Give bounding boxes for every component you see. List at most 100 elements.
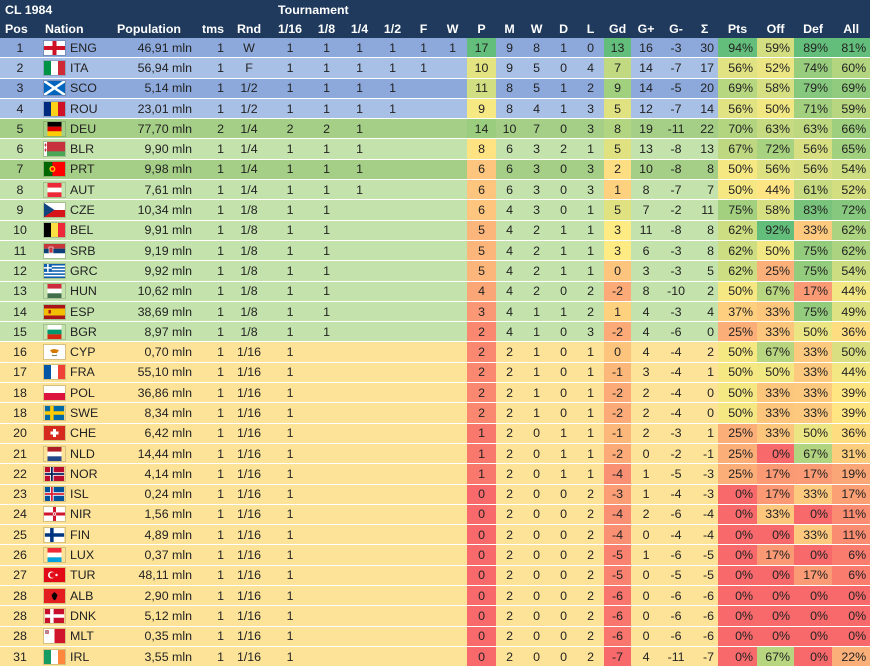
table-row[interactable]: 3 SCO 5,14 mln 1 1/2 1 1 1 1 11 8 5 1 2 9 14 -5 20 69% 58% 7… [0,78,870,99]
column-header[interactable]: Population [102,19,196,38]
pos-cell: 28 [0,626,40,647]
r8-cell [310,382,344,404]
table-row[interactable]: 13 HUN 10,62 mln 1 1/8 1 1 4 4 2 0 2 -2 8 -10 2 50% 67% 17… [0,281,870,302]
table-row[interactable]: 21 NLD 14,44 mln 1 1/16 1 1 2 0 1 1 -2 0 -2 -1 25% 0% 67%… [0,443,870,465]
table-row[interactable]: 28 MLT 0,35 mln 1 1/16 1 0 2 0 0 2 -6 0 -6 -6 0% 0% 0% 0% [0,626,870,647]
draws-cell: 1 [550,423,578,444]
r16-cell: 1 [270,524,311,546]
column-header[interactable]: F [409,19,439,38]
column-header[interactable]: tms [196,19,228,38]
table-row[interactable]: 8 AUT 7,61 mln 1 1/4 1 1 1 6 6 3 0 3 1 8 -7 7 50% 44% 61% 52… [0,179,870,201]
goals-against-cell: -5 [661,565,692,587]
table-row[interactable]: 28 DNK 5,12 mln 1 1/16 1 0 2 0 0 2 -6 0 -6 -6 0% 0% 0% 0% [0,605,870,627]
column-header[interactable]: W [438,19,468,38]
column-header[interactable]: D [550,19,578,38]
nation-code: TUR [70,568,96,583]
table-row[interactable]: 20 CHE 6,42 mln 1 1/16 1 1 2 0 1 1 -1 2 -3 1 25% 33% 50% 3… [0,423,870,444]
goals-against-cell: -2 [661,443,692,465]
column-header[interactable]: M [496,19,524,38]
column-header[interactable]: G- [661,19,692,38]
sum-cell: -7 [691,646,719,667]
column-header[interactable]: Gd [604,19,632,38]
table-row[interactable]: 18 SWE 8,34 mln 1 1/16 1 2 2 1 0 1 -2 2 -4 0 50% 33% 33% 3… [0,402,870,424]
winner-cell [438,382,468,404]
r2-cell [376,240,410,262]
table-row[interactable]: 10 BEL 9,91 mln 1 1/8 1 1 5 4 2 1 1 3 11 -8 8 62% 92% 33% 6… [0,220,870,241]
goals-against-cell: -3 [661,423,692,444]
all-pct-cell: 65% [832,138,870,160]
column-header[interactable]: Rnd [228,19,271,38]
column-header[interactable]: L [577,19,605,38]
table-row[interactable]: 24 NIR 1,56 mln 1 1/16 1 0 2 0 0 2 -4 2 -6 -4 0% 33% 0% 11… [0,504,870,526]
final-cell [409,362,439,384]
table-row[interactable]: 12 GRC 9,92 mln 1 1/8 1 1 5 4 2 1 1 0 3 -3 5 62% 25% 75% 54… [0,260,870,282]
table-row[interactable]: 25 FIN 4,89 mln 1 1/16 1 0 2 0 0 2 -4 0 -4 -4 0% 0% 33% 11… [0,524,870,546]
table-row[interactable]: 31 IRL 3,55 mln 1 1/16 1 0 2 0 0 2 -7 4 -11 -7 0% 67% 0% 2… [0,646,870,667]
losses-cell: 1 [577,220,605,241]
table-row[interactable]: 9 CZE 10,34 mln 1 1/8 1 1 6 4 3 0 1 5 7 -2 11 75% 58% 83% 7… [0,199,870,221]
table-row[interactable]: 1 ENG 46,91 mln 1 W 1 1 1 1 1 1 17 9 8 1 0 13 16 -3 30 94% 59… [0,38,870,59]
pos-cell: 9 [0,199,40,221]
pos-cell: 27 [0,565,40,587]
off-pct-cell: 33% [757,504,795,526]
table-row[interactable]: 18 POL 36,86 mln 1 1/16 1 2 2 1 0 1 -2 2 -4 0 50% 33% 33%… [0,382,870,404]
r16-cell: 1 [270,321,311,343]
column-header[interactable]: Pos [0,19,40,38]
r8-cell: 1 [310,260,344,282]
nation-code: FIN [70,527,90,542]
r16-cell: 1 [270,382,311,404]
table-row[interactable]: 17 FRA 55,10 mln 1 1/16 1 2 2 1 0 1 -1 3 -4 1 50% 50% 33%… [0,362,870,384]
table-row[interactable]: 26 LUX 0,37 mln 1 1/16 1 0 2 0 0 2 -5 1 -6 -5 0% 17% 0% 6% [0,544,870,566]
table-row[interactable]: 22 NOR 4,14 mln 1 1/16 1 1 2 0 1 1 -4 1 -5 -3 25% 17% 17%… [0,463,870,485]
off-pct-cell: 0% [757,626,795,647]
final-cell [409,281,439,302]
table-row[interactable]: 16 CYP 0,70 mln 1 1/16 1 2 2 1 0 1 0 4 -4 2 50% 67% 33% 50… [0,341,870,363]
r16-cell: 1 [270,585,311,607]
all-pct-cell: 54% [832,260,870,282]
matches-cell: 2 [496,341,524,363]
column-header[interactable]: W [523,19,551,38]
table-row[interactable]: 23 ISL 0,24 mln 1 1/16 1 0 2 0 0 2 -3 1 -4 -3 0% 17% 33% 1… [0,484,870,505]
column-header[interactable]: All [832,19,870,38]
table-row[interactable]: 14 ESP 38,69 mln 1 1/8 1 1 3 4 1 1 2 1 4 -3 4 37% 33% 75% 4… [0,301,870,323]
nation-code: AUT [70,182,95,197]
column-header[interactable]: Pts [718,19,758,38]
table-row[interactable]: 15 BGR 8,97 mln 1 1/8 1 1 2 4 1 0 3 -2 4 -6 0 25% 33% 50% 3… [0,321,870,343]
def-pct-cell: 0% [794,626,833,647]
off-pct-cell: 33% [757,423,795,444]
column-header[interactable]: 1/16 [270,19,311,38]
column-header[interactable]: 1/8 [310,19,344,38]
teams-cell: 1 [196,220,228,241]
column-header[interactable]: G+ [631,19,662,38]
table-row[interactable]: 4 ROU 23,01 mln 1 1/2 1 1 1 1 9 8 4 1 3 5 12 -7 14 56% 50% 7… [0,98,870,120]
pts-pct-cell: 56% [718,98,758,120]
off-pct-cell: 33% [757,382,795,404]
table-row[interactable]: 27 TUR 48,11 mln 1 1/16 1 0 2 0 0 2 -5 0 -5 -5 0% 0% 17% 6… [0,565,870,587]
column-header[interactable]: Def [794,19,833,38]
nation-code: BGR [70,324,97,339]
def-pct-cell: 17% [794,565,833,587]
nation-code: CYP [70,345,96,360]
r16-cell: 1 [270,605,311,627]
table-row[interactable]: 5 DEU 77,70 mln 2 1/4 2 2 1 14 10 7 0 3 8 19 -11 22 70% 63… [0,118,870,140]
nation-code: ITA [70,60,89,75]
goal-diff-cell: 0 [604,260,632,282]
table-row[interactable]: 28 ALB 2,90 mln 1 1/16 1 0 2 0 0 2 -6 0 -6 -6 0% 0% 0% 0% [0,585,870,607]
column-header[interactable]: 1/2 [376,19,410,38]
winner-cell [438,98,468,120]
goals-against-cell: -6 [661,321,692,343]
column-header[interactable]: Nation [40,19,102,38]
r8-cell: 1 [310,281,344,302]
column-header[interactable]: 1/4 [343,19,377,38]
column-header[interactable]: P [467,19,497,38]
pos-cell: 16 [0,341,40,363]
table-row[interactable]: 7 PRT 9,98 mln 1 1/4 1 1 1 6 6 3 0 3 2 10 -8 8 50% 56% 56% 5… [0,159,870,181]
table-row[interactable]: 6 BLR 9,90 mln 1 1/4 1 1 1 8 6 3 2 1 5 13 -8 13 67% 72% 56%… [0,138,870,160]
column-header[interactable]: Off [757,19,795,38]
losses-cell: 3 [577,179,605,201]
table-row[interactable]: 2 ITA 56,94 mln 1 F 1 1 1 1 1 10 9 5 0 4 7 14 -7 17 56% 52% 7… [0,57,870,79]
column-header[interactable]: Σ [691,19,719,38]
r16-cell: 1 [270,199,311,221]
table-row[interactable]: 11 SRB 9,19 mln 1 1/8 1 1 5 4 2 1 1 3 6 -3 8 62% 50% 75% 62… [0,240,870,262]
off-pct-cell: 17% [757,484,795,505]
